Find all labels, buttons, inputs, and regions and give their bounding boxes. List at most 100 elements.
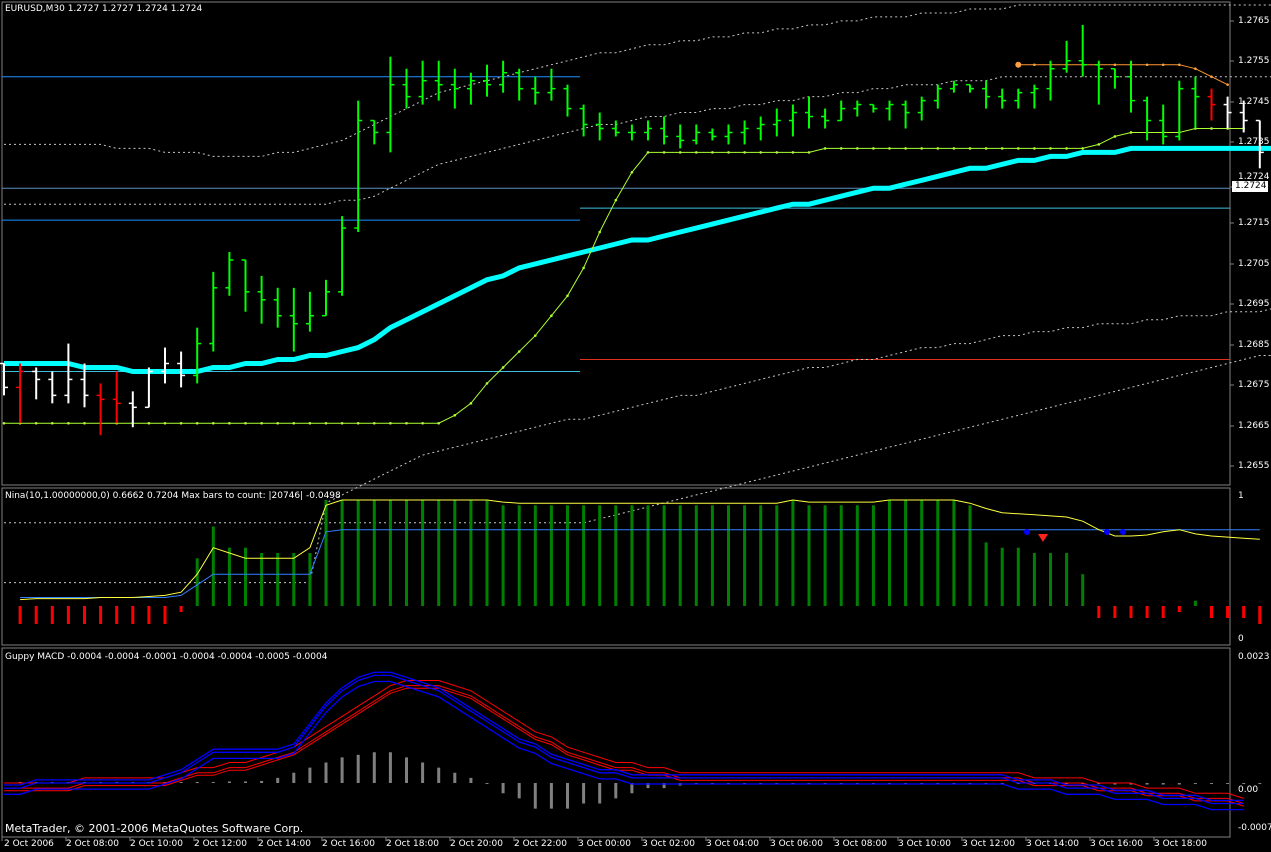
sar-dot [195,421,199,425]
time-label: 2 Oct 18:00 [386,839,439,849]
nina-histogram-bar [775,505,779,606]
time-label: 2 Oct 20:00 [450,839,503,849]
nina-histogram-bar [131,606,135,624]
nina-histogram-bar [147,606,151,624]
sar-down-dot [1178,63,1181,67]
price-label: 1.2735 [1238,137,1270,147]
nina-histogram-bar [211,526,215,606]
macd-pane-frame [1,647,1231,838]
sar-dot [984,147,988,150]
macd-histogram-bar [292,772,296,783]
macd-histogram-bar [260,780,264,783]
macd-pane-title: Guppy MACD -0.0004 -0.0004 -0.0001 -0.00… [5,652,328,662]
time-label: 3 Oct 16:00 [1090,839,1143,849]
main-pane-plot [0,4,1271,584]
time-label: 3 Oct 18:00 [1154,839,1207,849]
nina-histogram-bar [163,606,167,624]
macd-histogram-bar [1177,783,1181,785]
sar-line [4,128,1244,424]
macd-histogram-bar [1210,783,1213,785]
macd-histogram-bar [614,783,618,799]
sar-dot [646,151,650,154]
macd-histogram-bar [1258,783,1262,785]
nina-histogram-bar [888,500,891,606]
nina-histogram-bar [549,505,553,606]
sar-dot [936,147,940,150]
nina-histogram-bar [421,500,425,606]
macd-scale-label: 0.00 [1238,785,1259,795]
sar-dot [340,421,344,425]
nina-histogram-bar [308,553,312,606]
sar-down-dot [1015,61,1022,68]
macd-histogram-bar [1226,783,1230,785]
nina-histogram-bar [66,606,70,624]
nina-histogram-bar [83,606,86,624]
nina-histogram-bar [501,505,505,606]
sar-down-dot [1145,63,1149,67]
price-label: 1.2765 [1238,16,1270,26]
nina-histogram-bar [356,500,360,606]
main-pane-title: EURUSD,M30 1.2727 1.2727 1.2724 1.2724 [5,4,203,14]
macd-histogram-bar [453,772,457,783]
sar-dot [405,421,408,425]
nina-histogram-bar [904,500,908,606]
nina-histogram-bar [517,505,521,606]
nina-histogram-bar [115,606,119,624]
nina-histogram-bar [807,505,811,606]
sar-dot [678,151,682,154]
nina-histogram-bar [99,606,103,624]
price-label: 1.2715 [1238,218,1270,228]
price-label: 1.2705 [1238,259,1270,269]
sar-dot [904,147,907,150]
nina-histogram-bar [614,505,618,606]
macd-histogram-bar [405,757,408,783]
macd-histogram-bar [485,783,489,784]
price-label: 1.2695 [1238,299,1270,309]
sar-dot [389,421,392,425]
nina-histogram-bar [727,505,730,606]
nina-histogram-bar [984,542,988,606]
macd-histogram-bar [1113,783,1117,785]
sar-dot [324,421,328,425]
sar-dot [1081,147,1084,150]
nina-histogram-bar [533,505,537,606]
macd-scale-label: 0.0023 [1238,652,1270,662]
sar-dot [1113,135,1117,138]
sar-dot [1210,127,1213,130]
sar-dot [421,421,424,425]
envelope-inner-upper-line [4,76,1271,205]
nina-histogram-bar [1193,600,1197,606]
sar-dot [308,421,312,425]
macd-histogram-bar [646,783,650,789]
sar-dot [534,334,537,337]
nina-histogram-bar [694,505,698,606]
nina-histogram-bar [260,553,264,606]
nina-pane-title: Nina(10,1.00000000,0) 0.6662 0.7204 Max … [5,491,341,501]
nina-histogram-bar [710,505,714,606]
nina-histogram-bar [1258,606,1262,624]
nina-histogram-bar [18,606,22,624]
sar-dot [1049,147,1052,150]
sar-down-dot [1194,67,1197,71]
sar-dot [1000,147,1004,150]
nina-histogram-bar [646,505,650,606]
nina-signal-dot [1120,529,1126,535]
price-label: 1.2755 [1238,56,1270,66]
nina-histogram-bar [1161,606,1165,618]
sar-dot [51,421,54,425]
macd-histogram-bar [1242,783,1246,785]
guppy-slow-line [4,680,1244,799]
guppy-slow-line [4,687,1244,807]
nina-histogram-bar [485,500,489,606]
time-label: 3 Oct 12:00 [962,839,1015,849]
price-label: 1.2655 [1238,461,1270,471]
nina-histogram-bar [952,500,956,606]
sar-dot [1129,131,1133,134]
time-label: 3 Oct 06:00 [770,839,823,849]
sar-dot [517,350,521,353]
sar-dot [1065,147,1068,150]
sar-dot [791,151,795,154]
macd-histogram-bar [437,767,441,783]
sar-dot [373,421,376,425]
sar-dot [34,421,38,425]
